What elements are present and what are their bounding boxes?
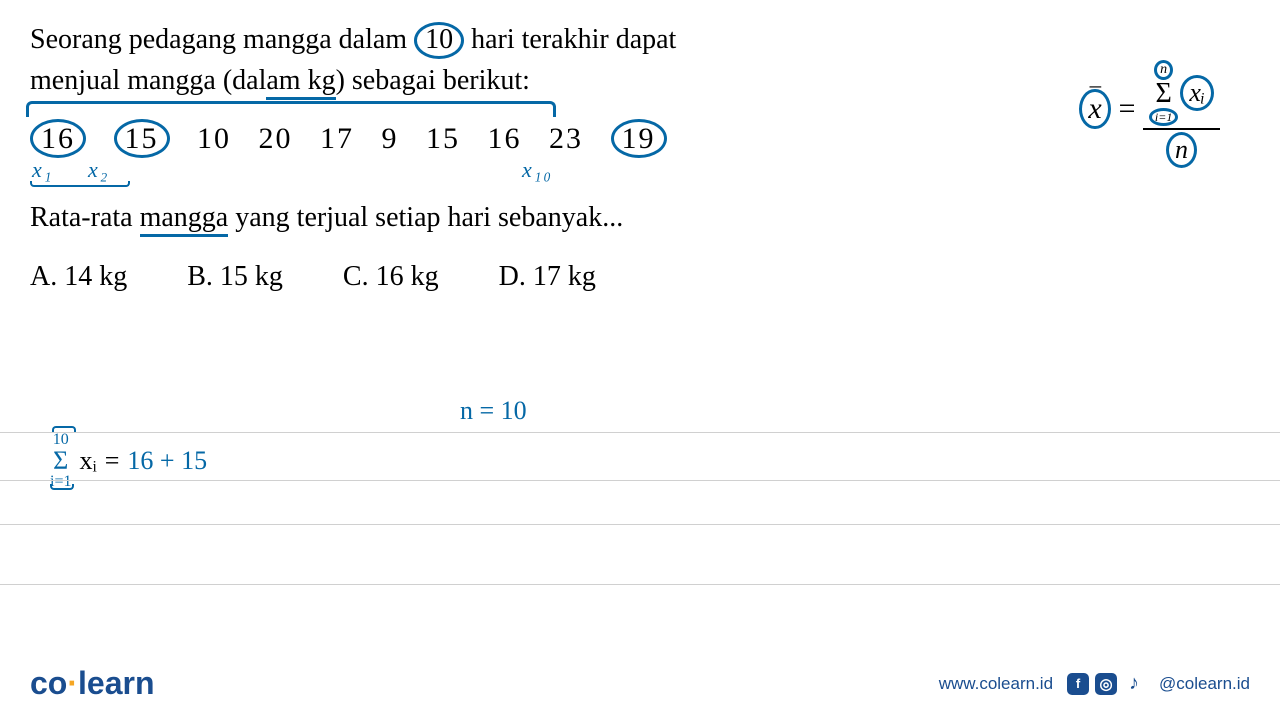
data-values-line: 16 15 10 20 17 9 15 16 23 19 x₁ x₂ x₁₀ (30, 119, 1250, 158)
data-value-9: 19 (611, 119, 667, 158)
question-part1: Rata-rata (30, 202, 140, 233)
data-value-2: 10 (197, 122, 231, 156)
data-value-1: 15 (114, 119, 170, 158)
annotation-x2: x₂ (88, 157, 109, 183)
footer: co·learn www.colearn.id f ◎ ♪ @colearn.i… (0, 665, 1280, 702)
logo-dot: · (67, 665, 78, 701)
underlined-kg: am kg (266, 65, 335, 100)
formula-n: n (1166, 132, 1197, 168)
question-part2: yang terjual setiap hari sebanyak... (228, 202, 623, 233)
instagram-icon: ◎ (1095, 673, 1117, 695)
data-value-8: 23 (549, 122, 583, 156)
ruled-line (0, 584, 1280, 585)
logo-learn: learn (78, 665, 154, 701)
tiktok-icon: ♪ (1123, 673, 1145, 695)
formula-equals: = (1117, 92, 1137, 126)
data-value-3: 20 (259, 122, 293, 156)
data-value-6: 15 (426, 122, 460, 156)
facebook-icon: f (1067, 673, 1089, 695)
data-value-0: 16 (30, 119, 86, 158)
formula-xbar: x (1088, 94, 1101, 124)
data-value-4: 17 (320, 122, 354, 156)
work-rhs: 16 + 15 (127, 446, 207, 476)
question-underlined: mangga (140, 202, 229, 237)
work-summation: 10 Σ i=1 xᵢ = 16 + 15 (50, 432, 207, 490)
work-xi: xᵢ (79, 446, 96, 476)
work-sigma: Σ (53, 448, 68, 474)
question-text: Rata-rata mangga yang terjual setiap har… (30, 198, 680, 239)
ruled-line (0, 480, 1280, 481)
footer-right: www.colearn.id f ◎ ♪ @colearn.id (939, 673, 1250, 695)
circled-10: 10 (414, 22, 464, 59)
logo-co: co (30, 665, 67, 701)
work-n-equals: n = 10 (460, 396, 527, 426)
answer-options: A. 14 kg B. 15 kg C. 16 kg D. 17 kg (30, 261, 1250, 293)
social-icons: f ◎ ♪ (1067, 673, 1145, 695)
data-value-5: 9 (382, 122, 399, 156)
mean-formula: x = n Σ i=1 xᵢ n (1079, 50, 1220, 168)
bracket-annotation (26, 101, 556, 117)
ruled-line (0, 524, 1280, 525)
problem-text: Seorang pedagang mangga dalam 10 hari te… (30, 20, 680, 101)
annotation-x10: x₁₀ (522, 157, 553, 183)
formula-sigma-bot: i=1 (1149, 108, 1178, 126)
problem-line2-after: ) (336, 65, 345, 96)
problem-line1-before: Seorang pedagang mangga dalam (30, 24, 407, 55)
annotation-x1: x₁ (32, 157, 53, 183)
footer-url: www.colearn.id (939, 674, 1053, 694)
formula-xi: xᵢ (1180, 75, 1214, 111)
formula-sigma: Σ (1155, 80, 1171, 108)
option-a: A. 14 kg (30, 261, 127, 293)
logo: co·learn (30, 665, 154, 702)
problem-line3: sebagai berikut: (352, 65, 530, 96)
small-bracket-x1x2 (30, 181, 130, 187)
data-value-7: 16 (488, 122, 522, 156)
problem-line1-after: hari (471, 24, 515, 55)
formula-sigma-top: n (1154, 60, 1173, 80)
footer-handle: @colearn.id (1159, 674, 1250, 694)
option-d: D. 17 kg (499, 261, 596, 293)
ruled-line (0, 432, 1280, 433)
tiny-bracket-bot (50, 484, 74, 490)
option-b: B. 15 kg (187, 261, 283, 293)
option-c: C. 16 kg (343, 261, 439, 293)
work-eq: = (105, 446, 120, 476)
